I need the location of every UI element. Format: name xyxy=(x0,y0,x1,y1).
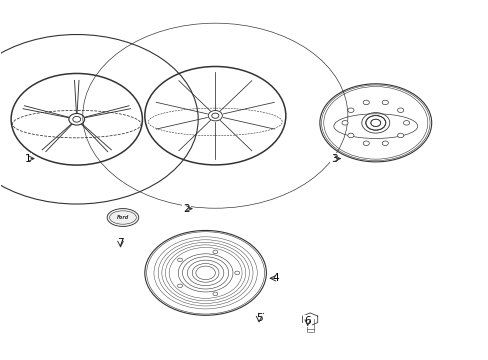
Circle shape xyxy=(177,258,182,262)
Circle shape xyxy=(177,284,182,288)
Circle shape xyxy=(363,100,368,105)
Circle shape xyxy=(212,250,217,254)
Text: 3: 3 xyxy=(330,154,337,163)
Circle shape xyxy=(382,141,387,145)
Circle shape xyxy=(403,121,409,125)
Text: 7: 7 xyxy=(117,238,123,248)
Text: Ford: Ford xyxy=(117,215,129,220)
Circle shape xyxy=(341,121,347,125)
Text: 4: 4 xyxy=(272,273,279,283)
Ellipse shape xyxy=(107,208,139,226)
Circle shape xyxy=(397,133,403,138)
Circle shape xyxy=(363,141,368,145)
Text: 5: 5 xyxy=(255,312,262,323)
Circle shape xyxy=(212,292,217,296)
Circle shape xyxy=(347,108,353,112)
Circle shape xyxy=(234,271,239,275)
Circle shape xyxy=(347,133,353,138)
Circle shape xyxy=(255,315,262,319)
Circle shape xyxy=(382,100,387,105)
Text: 6: 6 xyxy=(304,316,310,326)
Text: 2: 2 xyxy=(183,203,189,213)
Text: 1: 1 xyxy=(25,154,31,163)
Circle shape xyxy=(397,108,403,112)
